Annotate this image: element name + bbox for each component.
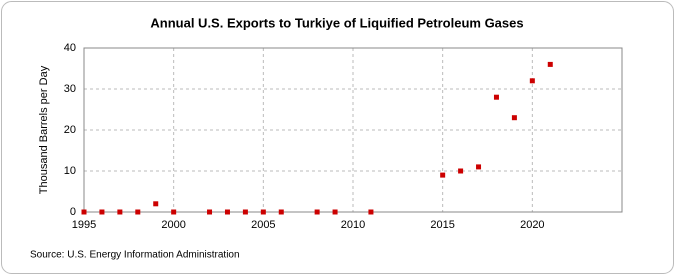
point: [99, 209, 105, 215]
point: [153, 201, 159, 207]
source: Source: U.S. Energy Information Administ…: [30, 250, 240, 261]
point: [117, 209, 123, 215]
point: [547, 61, 553, 67]
x-tick-label: 2005: [251, 219, 275, 231]
point: [368, 209, 374, 215]
point: [260, 209, 266, 215]
x-tick-label: 1995: [72, 219, 96, 231]
y-axis-label: Thousand Barrels per Day: [38, 65, 50, 194]
point: [440, 172, 446, 178]
chart-title: Annual U.S. Exports to Turkiye of Liquif…: [150, 15, 523, 30]
point: [278, 209, 284, 215]
point: [207, 209, 213, 215]
plot-area: [83, 47, 623, 213]
point: [511, 115, 517, 121]
x-tick-label: 2015: [430, 219, 454, 231]
y-tick-label: 10: [64, 165, 76, 177]
x-tick-label: 2000: [161, 219, 185, 231]
x-tick-label: 2010: [341, 219, 365, 231]
point: [458, 168, 464, 174]
y-tick-label: 20: [64, 124, 76, 136]
point: [135, 209, 141, 215]
point: [529, 78, 535, 84]
point: [81, 209, 87, 215]
y-tick-label: 40: [64, 42, 76, 54]
point: [314, 209, 320, 215]
point: [171, 209, 177, 215]
x-tick-label: 2020: [520, 219, 544, 231]
point: [493, 94, 499, 100]
point: [224, 209, 230, 215]
point: [332, 209, 338, 215]
y-tick-label: 0: [70, 206, 76, 218]
point: [476, 164, 482, 170]
y-tick-label: 30: [64, 83, 76, 95]
point: [242, 209, 248, 215]
